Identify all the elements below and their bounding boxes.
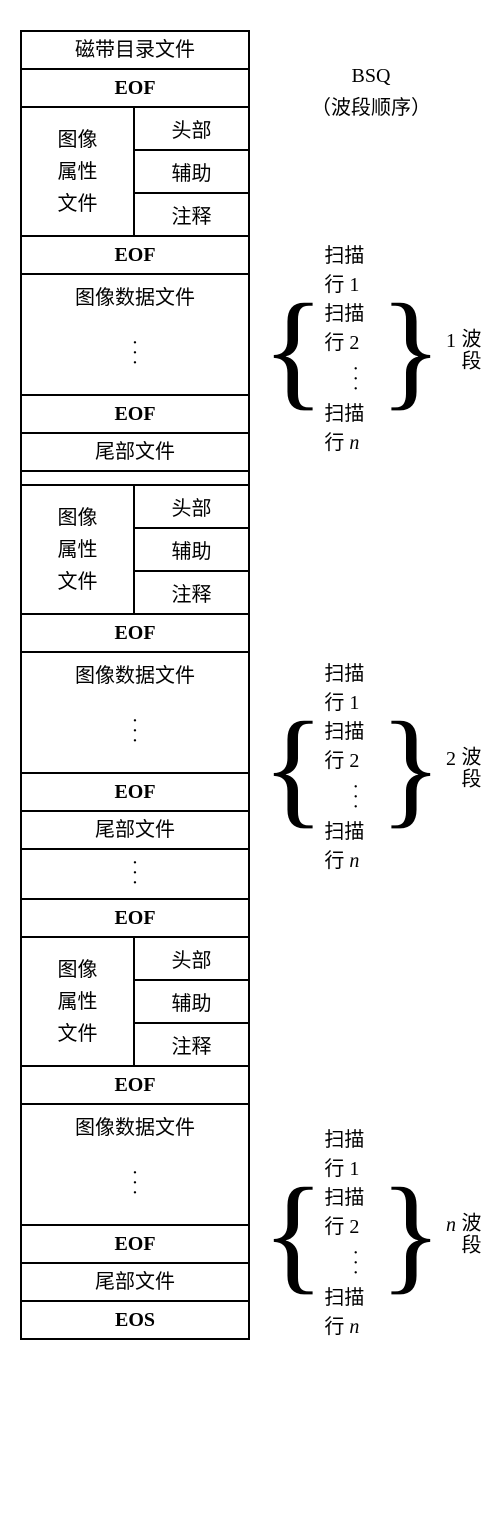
row-eof-nb: EOF bbox=[22, 1226, 248, 1264]
structure-table: 磁带目录文件 EOF 图像 属性 文件 头部 辅助 注释 EOF 图像数据文件 … bbox=[20, 30, 250, 1340]
attr-sub-head: 头部 bbox=[135, 486, 248, 529]
brace-left-icon: { bbox=[262, 703, 324, 833]
attr-sub-head: 头部 bbox=[135, 108, 248, 151]
attr-left-line: 属性 bbox=[58, 156, 98, 188]
brace-group-2: { 扫描行 1 扫描行 2 ··· 扫描行 n } 波段2 bbox=[262, 660, 480, 876]
vdots-icon: ··· bbox=[26, 320, 244, 390]
scan-lines-2: 扫描行 1 扫描行 2 ··· 扫描行 n bbox=[320, 660, 383, 876]
bsq-subtitle: （波段顺序） bbox=[262, 92, 480, 124]
vdots-icon: ··· bbox=[324, 776, 381, 818]
attr-right-2: 头部 辅助 注释 bbox=[135, 486, 248, 613]
attr-left-line: 图像 bbox=[58, 954, 98, 986]
data-title-n: 图像数据文件 bbox=[26, 1111, 244, 1140]
attr-block-n: 图像 属性 文件 头部 辅助 注释 bbox=[22, 938, 248, 1067]
attr-left-line: 属性 bbox=[58, 534, 98, 566]
gap-1 bbox=[22, 472, 248, 486]
row-eof-2b: EOF bbox=[22, 774, 248, 812]
brace-left-icon: { bbox=[262, 1169, 324, 1299]
attr-sub-head: 头部 bbox=[135, 938, 248, 981]
bsq-header: BSQ （波段顺序） bbox=[262, 60, 480, 124]
row-eof-1a: EOF bbox=[22, 237, 248, 275]
attr-sub-aux: 辅助 bbox=[135, 529, 248, 572]
bsq-title: BSQ bbox=[262, 60, 480, 92]
vdots-icon: ··· bbox=[26, 698, 244, 768]
row-tail-2: 尾部文件 bbox=[22, 812, 248, 850]
attr-left-line: 图像 bbox=[58, 502, 98, 534]
row-eof-na: EOF bbox=[22, 1067, 248, 1105]
brace-right-icon: } bbox=[380, 1169, 442, 1299]
band-label-2: 波段2 bbox=[442, 746, 480, 790]
row-eof-top: EOF bbox=[22, 70, 248, 108]
scan-line-n: 扫描行 n bbox=[324, 1284, 381, 1342]
attr-left-line: 文件 bbox=[58, 188, 98, 220]
vdots-icon: ··· bbox=[26, 1150, 244, 1220]
scan-line-n: 扫描行 n bbox=[324, 818, 381, 876]
brace-group-n: { 扫描行 1 扫描行 2 ··· 扫描行 n } 波段n bbox=[262, 1126, 480, 1342]
scan-lines-n: 扫描行 1 扫描行 2 ··· 扫描行 n bbox=[320, 1126, 383, 1342]
brace-group-1: { 扫描行 1 扫描行 2 ··· 扫描行 n } 波段1 bbox=[262, 242, 480, 458]
attr-sub-aux: 辅助 bbox=[135, 981, 248, 1024]
attr-right-n: 头部 辅助 注释 bbox=[135, 938, 248, 1065]
attr-right-1: 头部 辅助 注释 bbox=[135, 108, 248, 235]
scan-line-1: 扫描行 1 bbox=[324, 1126, 381, 1184]
row-tail-1: 尾部文件 bbox=[22, 434, 248, 472]
attr-left-line: 属性 bbox=[58, 986, 98, 1018]
attr-left-n: 图像 属性 文件 bbox=[22, 938, 135, 1065]
row-eof-1b: EOF bbox=[22, 396, 248, 434]
attr-block-1: 图像 属性 文件 头部 辅助 注释 bbox=[22, 108, 248, 237]
brace-left-icon: { bbox=[262, 285, 324, 415]
attr-left-line: 图像 bbox=[58, 124, 98, 156]
attr-sub-anno: 注释 bbox=[135, 572, 248, 613]
scan-line-2: 扫描行 2 bbox=[324, 1184, 381, 1242]
band-label-n: 波段n bbox=[442, 1212, 480, 1256]
vdots-icon: ··· bbox=[324, 358, 381, 400]
scan-lines-1: 扫描行 1 扫描行 2 ··· 扫描行 n bbox=[320, 242, 383, 458]
data-block-1: 图像数据文件 ··· bbox=[22, 275, 248, 396]
attr-sub-aux: 辅助 bbox=[135, 151, 248, 194]
data-block-n: 图像数据文件 ··· bbox=[22, 1105, 248, 1226]
row-tail-n: 尾部文件 bbox=[22, 1264, 248, 1302]
vdots-icon: ··· bbox=[324, 1242, 381, 1284]
brace-right-icon: } bbox=[380, 703, 442, 833]
scan-line-1: 扫描行 1 bbox=[324, 242, 381, 300]
vdots-icon: ··· bbox=[22, 850, 248, 896]
attr-left-line: 文件 bbox=[58, 1018, 98, 1050]
attr-left-2: 图像 属性 文件 bbox=[22, 486, 135, 613]
attr-sub-anno: 注释 bbox=[135, 194, 248, 235]
diagram-wrap: 磁带目录文件 EOF 图像 属性 文件 头部 辅助 注释 EOF 图像数据文件 … bbox=[20, 30, 480, 1342]
brace-right-icon: } bbox=[380, 285, 442, 415]
scan-line-2: 扫描行 2 bbox=[324, 300, 381, 358]
attr-block-2: 图像 属性 文件 头部 辅助 注释 bbox=[22, 486, 248, 615]
data-block-2: 图像数据文件 ··· bbox=[22, 653, 248, 774]
attr-left-1: 图像 属性 文件 bbox=[22, 108, 135, 235]
attr-sub-anno: 注释 bbox=[135, 1024, 248, 1065]
row-directory: 磁带目录文件 bbox=[22, 32, 248, 70]
data-title-1: 图像数据文件 bbox=[26, 281, 244, 310]
mid-ellipsis: ··· bbox=[22, 850, 248, 900]
attr-left-line: 文件 bbox=[58, 566, 98, 598]
band-label-1: 波段1 bbox=[442, 328, 480, 372]
scan-line-2: 扫描行 2 bbox=[324, 718, 381, 776]
row-eof-2a: EOF bbox=[22, 615, 248, 653]
row-eof-na-pre: EOF bbox=[22, 900, 248, 938]
row-eos: EOS bbox=[22, 1302, 248, 1340]
data-title-2: 图像数据文件 bbox=[26, 659, 244, 688]
scan-line-n: 扫描行 n bbox=[324, 400, 381, 458]
scan-line-1: 扫描行 1 bbox=[324, 660, 381, 718]
annotation-column: BSQ （波段顺序） { 扫描行 1 扫描行 2 ··· 扫描行 n } 波段1… bbox=[250, 30, 480, 1342]
